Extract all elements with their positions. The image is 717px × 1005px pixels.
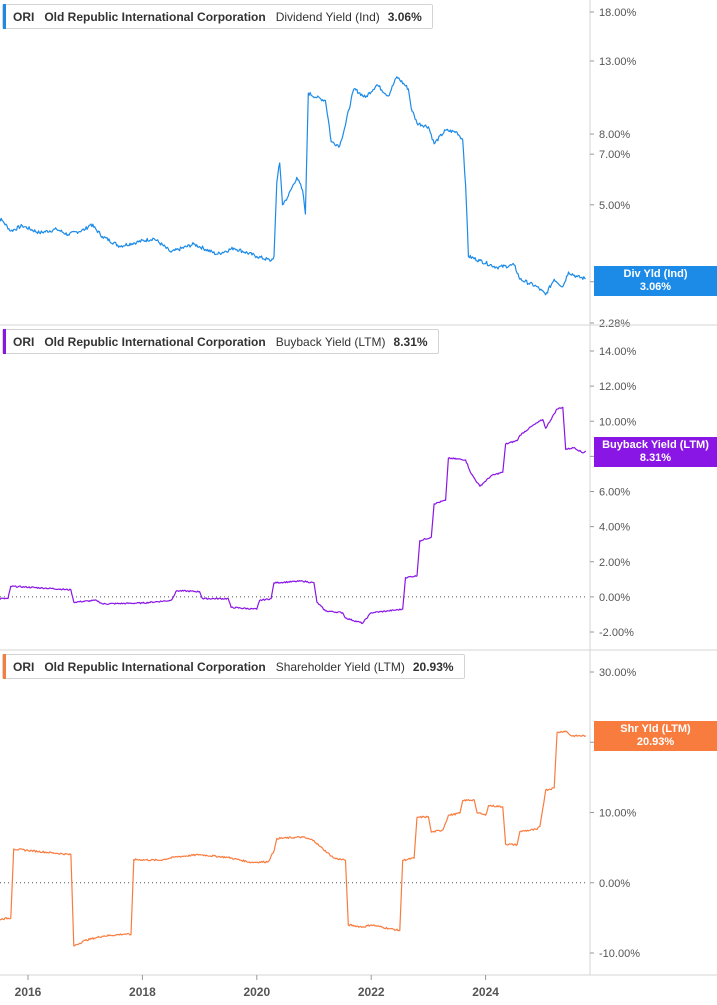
series-line — [0, 730, 587, 947]
legend-value: 20.93% — [412, 659, 454, 674]
tag-value: 8.31% — [639, 452, 672, 464]
legend-company: Old Republic International Corporation — [44, 334, 266, 349]
tag-value: 3.06% — [639, 281, 672, 293]
legend-ticker: ORI — [13, 659, 35, 674]
y-tick-label: 0.00% — [599, 878, 630, 890]
y-tick-label: -2.00% — [599, 627, 634, 639]
legend-ticker: ORI — [13, 9, 35, 24]
legend-company: Old Republic International Corporation — [44, 659, 266, 674]
series-line — [0, 406, 587, 625]
legend-shareholder-yield: ORI Old Republic International Corporati… — [2, 654, 465, 679]
legend-value: 8.31% — [393, 334, 428, 349]
tag-label: Div Yld (Ind) — [623, 268, 688, 280]
legend-swatch-blue — [3, 4, 6, 29]
tag-label: Buyback Yield (LTM) — [602, 439, 709, 451]
tag-label: Shr Yld (LTM) — [620, 723, 691, 735]
legend-metric: Shareholder Yield (LTM) — [275, 659, 405, 674]
series-line — [0, 76, 586, 296]
x-tick-label: 2016 — [15, 985, 42, 999]
tag-value: 20.93% — [636, 736, 675, 748]
y-tick-label: 14.00% — [599, 346, 637, 358]
y-tick-label: 10.00% — [599, 416, 637, 428]
x-tick-label: 2020 — [243, 985, 270, 999]
x-tick-label: 2022 — [358, 985, 385, 999]
legend-swatch-orange — [3, 654, 6, 679]
tag-dividend-yield: Div Yld (Ind) 3.06% — [594, 266, 717, 296]
y-tick-label: 5.00% — [599, 200, 630, 212]
y-tick-label: 6.00% — [599, 487, 630, 499]
y-tick-label: 2.00% — [599, 557, 630, 569]
tag-shareholder-yield: Shr Yld (LTM) 20.93% — [594, 721, 717, 751]
legend-ticker: ORI — [13, 334, 35, 349]
y-tick-label: 7.00% — [599, 149, 630, 161]
y-tick-label: 4.00% — [599, 522, 630, 534]
y-tick-label: 8.00% — [599, 129, 630, 141]
legend-value: 3.06% — [387, 9, 422, 24]
y-tick-label: 13.00% — [599, 56, 637, 68]
legend-buyback-yield: ORI Old Republic International Corporati… — [2, 329, 439, 354]
legend-swatch-purple — [3, 329, 6, 354]
y-tick-label: 0.00% — [599, 592, 630, 604]
y-tick-label: 30.00% — [599, 667, 637, 679]
y-tick-label: 2.28% — [599, 318, 630, 330]
legend-metric: Buyback Yield (LTM) — [275, 334, 386, 349]
x-tick-label: 2024 — [472, 985, 499, 999]
tag-buyback-yield: Buyback Yield (LTM) 8.31% — [594, 437, 717, 467]
y-tick-label: -10.00% — [599, 948, 640, 960]
legend-company: Old Republic International Corporation — [44, 9, 266, 24]
legend-metric: Dividend Yield (Ind) — [275, 9, 380, 24]
y-tick-label: 18.00% — [599, 7, 637, 19]
x-tick-label: 2018 — [129, 985, 156, 999]
legend-dividend-yield: ORI Old Republic International Corporati… — [2, 4, 433, 29]
y-tick-label: 12.00% — [599, 381, 637, 393]
y-tick-label: 10.00% — [599, 808, 637, 820]
